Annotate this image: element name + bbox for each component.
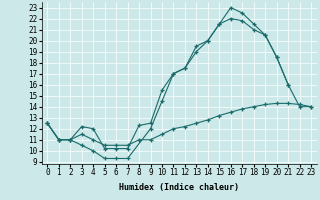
- X-axis label: Humidex (Indice chaleur): Humidex (Indice chaleur): [119, 183, 239, 192]
